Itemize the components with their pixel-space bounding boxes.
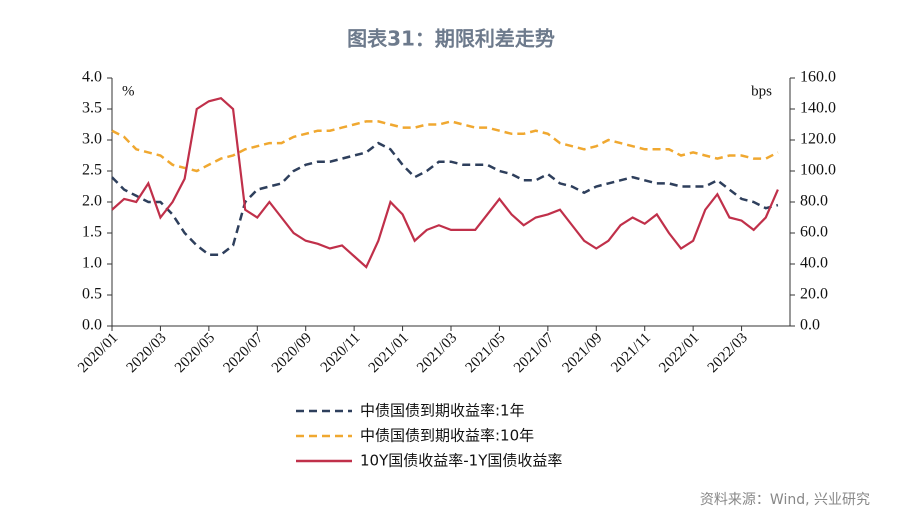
y2-tick-label: 60.0 bbox=[800, 224, 828, 241]
y2-tick-label: 140.0 bbox=[800, 100, 836, 117]
y-tick-label: 1.5 bbox=[82, 224, 102, 241]
chart-title: 图表31：期限利差走势 bbox=[347, 27, 555, 51]
source: 资料来源：Wind, 兴业研究 bbox=[700, 492, 870, 508]
y2-tick-label: 0.0 bbox=[800, 317, 820, 334]
y-tick-label: 1.0 bbox=[82, 255, 102, 272]
y-unit: % bbox=[122, 83, 135, 99]
x-tick-label: 2021/07 bbox=[511, 330, 557, 376]
x-tick-label: 2022/01 bbox=[656, 330, 702, 376]
legend-label: 中债国债到期收益率:10年 bbox=[360, 427, 534, 445]
y2-tick-label: 40.0 bbox=[800, 255, 828, 272]
y-tick-label: 0.0 bbox=[82, 317, 102, 334]
x-tick-label: 2020/03 bbox=[124, 330, 170, 376]
y-tick-label: 2.0 bbox=[82, 193, 102, 210]
x-tick-label: 2020/07 bbox=[220, 330, 266, 376]
x-tick-label: 2020/09 bbox=[269, 330, 315, 376]
y-tick-label: 3.0 bbox=[82, 131, 102, 148]
series-line bbox=[111, 141, 779, 256]
series-line bbox=[111, 96, 779, 269]
y-tick-label: 4.0 bbox=[82, 69, 102, 86]
x-tick-label: 2021/05 bbox=[463, 330, 509, 376]
y2-tick-label: 20.0 bbox=[800, 286, 828, 303]
legend-label: 中债国债到期收益率:1年 bbox=[360, 402, 525, 420]
series-line bbox=[111, 120, 779, 173]
x-tick-label: 2020/11 bbox=[318, 330, 364, 376]
x-tick-label: 2020/01 bbox=[75, 330, 121, 376]
y2-unit: bps bbox=[751, 83, 772, 99]
x-tick-label: 2021/03 bbox=[414, 330, 460, 376]
y-tick-label: 0.5 bbox=[82, 286, 102, 303]
y2-tick-label: 80.0 bbox=[800, 193, 828, 210]
x-tick-label: 2022/03 bbox=[705, 330, 751, 376]
y-tick-label: 2.5 bbox=[82, 162, 102, 179]
legend-label: 10Y国债收益率-1Y国债收益率 bbox=[360, 452, 562, 470]
x-tick-label: 2020/05 bbox=[172, 330, 218, 376]
x-tick-label: 2021/01 bbox=[366, 330, 412, 376]
y2-tick-label: 100.0 bbox=[800, 162, 836, 179]
x-tick-label: 2021/09 bbox=[559, 330, 605, 376]
y2-tick-label: 160.0 bbox=[800, 69, 836, 86]
x-tick-label: 2021/11 bbox=[608, 330, 654, 376]
y-tick-label: 3.5 bbox=[82, 100, 102, 117]
y2-tick-label: 120.0 bbox=[800, 131, 836, 148]
